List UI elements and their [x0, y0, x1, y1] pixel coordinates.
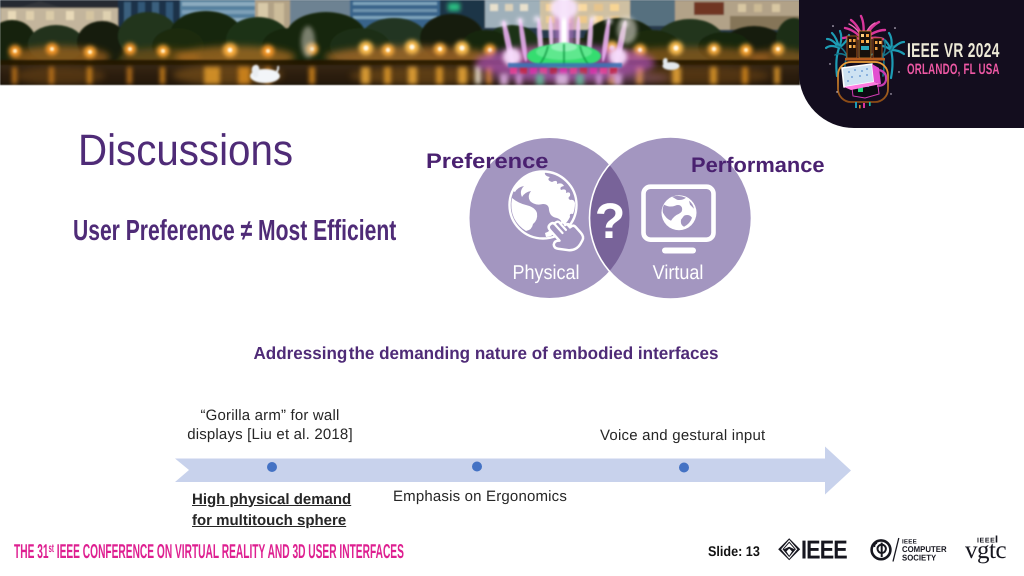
- svg-text:vgtc: vgtc: [965, 537, 1006, 564]
- svg-text:IEEE: IEEE: [902, 539, 917, 546]
- svg-text:IEEE: IEEE: [801, 535, 847, 565]
- svg-text:COMPUTER: COMPUTER: [902, 544, 947, 554]
- svg-text:IEEE: IEEE: [977, 538, 995, 545]
- svg-text:SOCIETY: SOCIETY: [902, 552, 937, 562]
